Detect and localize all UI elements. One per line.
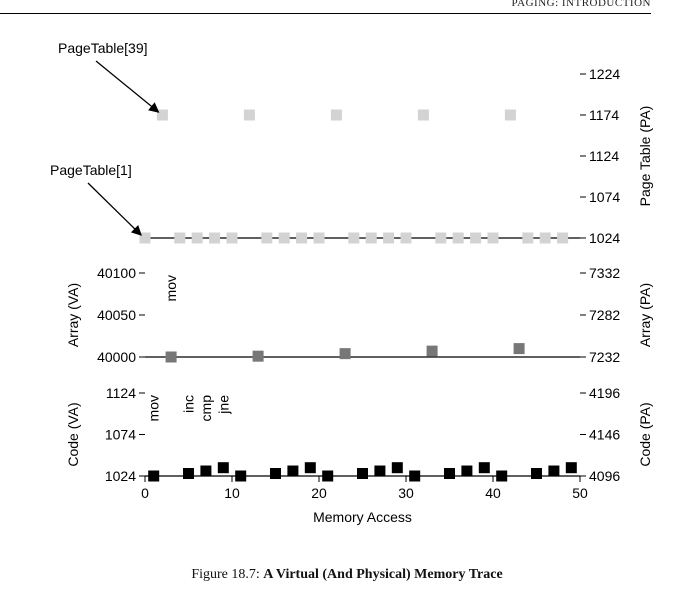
page-table-annotation-arrow	[95, 60, 160, 113]
page-table-point	[278, 232, 290, 244]
page-table-point	[313, 232, 325, 244]
page-table-point	[191, 232, 203, 244]
array-panel: 7232 40000 7282 40050 7332 40100 Array (PA) Arr…	[65, 265, 653, 365]
array-point	[513, 343, 525, 355]
code-right-tick-label: 4196	[589, 385, 620, 401]
running-title: PAGING: INTRODUCTION	[511, 0, 651, 9]
page-table-annotation: PageTable[39]	[58, 40, 148, 56]
code-left-tick-label: 1124	[106, 385, 136, 401]
page-table-point	[139, 232, 151, 244]
array-left-tick-label: 40000	[97, 349, 136, 365]
page-table-right-tick-label: 1024	[589, 230, 620, 246]
page-table-point	[452, 232, 464, 244]
code-point	[374, 465, 386, 477]
page-table-point	[383, 232, 395, 244]
code-point	[409, 470, 421, 482]
code-point	[461, 465, 473, 477]
page-table-point	[504, 109, 516, 121]
page-table-point	[522, 232, 534, 244]
code-right-axis-label: Code (PA)	[637, 402, 653, 466]
code-point	[183, 468, 194, 480]
array-right-axis-label: Array (PA)	[637, 283, 653, 347]
caption-title: A Virtual (And Physical) Memory Trace	[263, 567, 503, 582]
page-table-annotation: PageTable[1]	[50, 162, 132, 178]
page-table-right-axis-label: Page Table (PA)	[637, 106, 653, 207]
page-table-point	[557, 232, 569, 244]
array-right-tick-label: 7282	[589, 307, 620, 323]
code-point	[444, 468, 455, 480]
array-annotation: mov	[163, 275, 179, 301]
array-left-axis-label: Array (VA)	[65, 283, 81, 347]
page-table-point	[400, 232, 412, 244]
page-table-point	[539, 232, 551, 244]
code-point	[287, 465, 299, 477]
x-tick-label: 50	[572, 485, 588, 501]
code-point	[217, 462, 229, 474]
code-annotation: cmp	[198, 395, 214, 422]
page-table-point	[243, 109, 255, 121]
code-right-tick-label: 4146	[589, 427, 620, 443]
x-tick-label: 10	[224, 485, 240, 501]
page-table-panel: 1024 1074 1124 1174 1224 Page Table (PA) PageT…	[50, 40, 653, 246]
page-table-point	[365, 232, 377, 244]
x-tick-label: 0	[141, 485, 149, 501]
page-table-right-tick-label: 1074	[589, 189, 620, 205]
code-left-tick-label: 1024	[105, 468, 136, 484]
page-table-annotation-arrow	[87, 182, 142, 236]
array-point	[426, 345, 438, 357]
code-point	[391, 462, 403, 474]
code-point	[531, 468, 542, 480]
page-table-point	[417, 109, 429, 121]
code-right-tick-label: 4096	[589, 468, 620, 484]
array-left-tick-label: 40100	[97, 265, 136, 281]
page-table-right-tick-label: 1124	[589, 148, 619, 164]
page-table-right-tick-label: 1174	[589, 107, 619, 123]
page-table-point	[261, 232, 273, 244]
page-table-point	[487, 232, 499, 244]
code-point	[235, 470, 247, 482]
page-table-point	[226, 232, 238, 244]
array-left-tick-label: 40050	[97, 307, 136, 323]
x-tick-label: 40	[485, 485, 501, 501]
code-point	[496, 470, 508, 482]
code-annotation: mov	[146, 395, 162, 421]
array-point	[339, 348, 351, 360]
code-annotation: inc	[181, 395, 197, 413]
code-point	[357, 468, 368, 480]
x-tick-label: 30	[398, 485, 414, 501]
code-point	[548, 465, 560, 477]
page-table-point	[156, 109, 168, 121]
caption-number: Figure 18.7:	[191, 567, 260, 582]
code-point	[304, 462, 316, 474]
code-point	[148, 470, 160, 482]
x-axis-label: Memory Access	[313, 509, 412, 525]
page-table-point	[470, 232, 482, 244]
array-point	[165, 351, 177, 363]
array-right-tick-label: 7232	[589, 349, 620, 365]
page-table-point	[174, 232, 186, 244]
code-left-axis-label: Code (VA)	[65, 402, 81, 466]
page-table-right-tick-label: 1224	[589, 66, 620, 82]
page-table-point	[296, 232, 308, 244]
code-left-tick-label: 1074	[105, 427, 136, 443]
code-point	[478, 462, 490, 474]
code-point	[270, 468, 281, 480]
page-table-point	[330, 109, 342, 121]
page-table-point	[348, 232, 360, 244]
code-point	[200, 465, 212, 477]
array-point	[252, 350, 264, 362]
memory-trace-chart: 1024 1074 1124 1174 1224 Page Table (PA) PageT…	[50, 40, 653, 525]
x-tick-label: 20	[311, 485, 327, 501]
code-panel: 4096 1024 4146 1074 4196 1124 Code (PA) Code (V…	[65, 385, 653, 525]
code-annotation: jne	[215, 395, 231, 415]
array-right-tick-label: 7332	[589, 265, 620, 281]
page-table-point	[209, 232, 221, 244]
header-rule	[0, 13, 651, 14]
figure-caption: Figure 18.7: A Virtual (And Physical) Me…	[0, 567, 694, 583]
page-table-point	[435, 232, 447, 244]
code-point	[565, 462, 577, 474]
page-header: PAGING: INTRODUCTION	[0, 0, 694, 14]
code-point	[322, 470, 334, 482]
